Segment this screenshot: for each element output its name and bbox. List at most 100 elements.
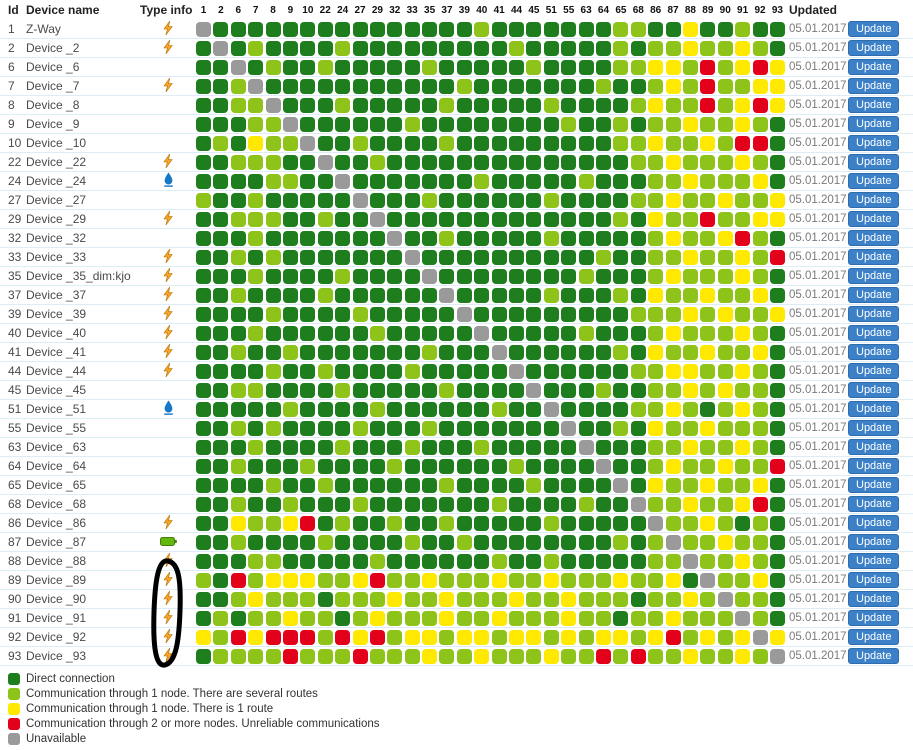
update-button[interactable]: Update — [848, 135, 900, 151]
update-button[interactable]: Update — [848, 591, 900, 607]
route-cell — [665, 173, 681, 189]
route-cell — [196, 572, 211, 588]
update-button[interactable]: Update — [848, 420, 900, 436]
route-cell — [404, 154, 420, 170]
route-cell — [665, 534, 681, 550]
update-button[interactable]: Update — [848, 325, 900, 341]
update-button[interactable]: Update — [848, 192, 900, 208]
update-button[interactable]: Update — [848, 97, 900, 113]
route-cells — [196, 40, 786, 56]
route-cell — [561, 344, 577, 360]
device-id: 65 — [8, 478, 22, 492]
update-button[interactable]: Update — [848, 40, 900, 56]
update-button[interactable]: Update — [848, 553, 900, 569]
lightning-icon — [163, 571, 173, 589]
update-button[interactable]: Update — [848, 610, 900, 626]
update-button[interactable]: Update — [848, 268, 900, 284]
route-cell — [491, 59, 507, 75]
route-cell — [578, 21, 594, 37]
route-cell — [700, 154, 716, 170]
route-cell — [456, 40, 472, 56]
update-button[interactable]: Update — [848, 78, 900, 94]
update-button[interactable]: Update — [848, 211, 900, 227]
device-row: 2 Device _2 05.01.2017 Update — [0, 39, 913, 58]
route-cell — [509, 173, 525, 189]
route-cell — [439, 477, 455, 493]
update-button[interactable]: Update — [848, 534, 900, 550]
update-button[interactable]: Update — [848, 477, 900, 493]
route-cell — [735, 230, 751, 246]
route-cell — [196, 116, 211, 132]
update-button[interactable]: Update — [848, 401, 900, 417]
route-cell — [630, 21, 646, 37]
route-cell — [769, 173, 785, 189]
route-cell — [630, 401, 646, 417]
update-button[interactable]: Update — [848, 249, 900, 265]
route-cell — [665, 116, 681, 132]
update-button[interactable]: Update — [848, 344, 900, 360]
update-button[interactable]: Update — [848, 515, 900, 531]
route-cell — [300, 553, 316, 569]
route-cell — [196, 268, 211, 284]
update-button[interactable]: Update — [848, 572, 900, 588]
route-cell — [404, 287, 420, 303]
update-button[interactable]: Update — [848, 629, 900, 645]
route-cell — [682, 116, 698, 132]
route-cell — [404, 211, 420, 227]
route-cell — [682, 211, 698, 227]
route-cells — [196, 344, 786, 360]
route-cell — [439, 401, 455, 417]
route-cell — [248, 610, 264, 626]
device-id: 32 — [8, 231, 22, 245]
route-cell — [682, 40, 698, 56]
route-cell — [248, 230, 264, 246]
route-cell — [769, 515, 785, 531]
update-button[interactable]: Update — [848, 287, 900, 303]
route-cell — [682, 572, 698, 588]
route-cells — [196, 59, 786, 75]
update-button[interactable]: Update — [848, 173, 900, 189]
route-cell — [578, 40, 594, 56]
route-cell — [404, 458, 420, 474]
update-button[interactable]: Update — [848, 648, 900, 664]
update-button[interactable]: Update — [848, 230, 900, 246]
update-button[interactable]: Update — [848, 382, 900, 398]
route-cell — [422, 629, 438, 645]
route-cell — [352, 211, 368, 227]
route-cell — [282, 78, 298, 94]
route-cell — [543, 610, 559, 626]
node-id-column-header: 22 — [319, 4, 331, 16]
update-button[interactable]: Update — [848, 116, 900, 132]
route-cell — [526, 135, 542, 151]
updated-date: 05.01.2017 — [789, 270, 847, 282]
update-button[interactable]: Update — [848, 363, 900, 379]
device-row: 6 Device _6 05.01.2017 Update — [0, 58, 913, 77]
node-id-column-header: 88 — [684, 4, 696, 16]
update-button[interactable]: Update — [848, 59, 900, 75]
update-button[interactable]: Update — [848, 306, 900, 322]
route-cell — [474, 192, 490, 208]
route-cell — [387, 534, 403, 550]
update-button[interactable]: Update — [848, 21, 900, 37]
route-cell — [369, 59, 385, 75]
update-button[interactable]: Update — [848, 439, 900, 455]
route-cell — [509, 629, 525, 645]
update-button[interactable]: Update — [848, 154, 900, 170]
route-cell — [717, 401, 733, 417]
route-cell — [317, 344, 333, 360]
route-cells — [196, 382, 786, 398]
route-cell — [248, 534, 264, 550]
update-button[interactable]: Update — [848, 496, 900, 512]
route-cell — [474, 268, 490, 284]
lightning-icon — [163, 153, 173, 171]
device-id: 22 — [8, 155, 22, 169]
update-button[interactable]: Update — [848, 458, 900, 474]
route-cell — [491, 344, 507, 360]
route-cell — [213, 116, 229, 132]
route-cell — [369, 154, 385, 170]
device-row: 64 Device _64 05.01.2017 Update — [0, 457, 913, 476]
route-cell — [717, 591, 733, 607]
route-cell — [317, 78, 333, 94]
route-cell — [682, 382, 698, 398]
route-cell — [230, 401, 246, 417]
